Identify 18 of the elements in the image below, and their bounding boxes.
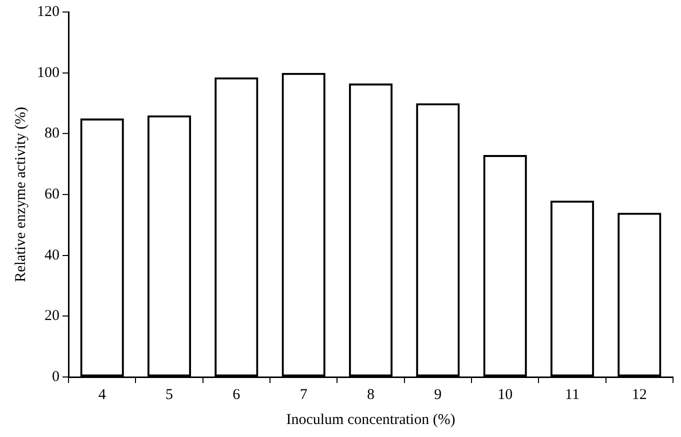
x-tick-label: 10 [498,386,513,403]
y-tick-label: 100 [37,64,60,81]
y-tick-label: 80 [44,126,60,142]
y-tick-label: 120 [37,4,60,20]
x-tick-label: 9 [434,386,442,403]
x-tick-label: 7 [300,386,308,403]
x-tick-label: 6 [232,386,241,403]
y-tick-label: 20 [44,308,60,324]
y-tick-label: 60 [44,186,60,202]
y-tick-label: 0 [52,368,60,385]
y-axis-title: Relative enzyme activity (%) [12,106,29,282]
x-tick-label: 8 [367,386,374,403]
x-tick-label: 11 [565,386,580,403]
x-axis-title: Inoculum concentration (%) [286,412,456,428]
x-tick-label: 12 [632,386,647,403]
x-tick-label: 5 [166,386,173,403]
x-tick-label: 4 [98,386,106,403]
y-tick-label: 40 [44,247,60,264]
